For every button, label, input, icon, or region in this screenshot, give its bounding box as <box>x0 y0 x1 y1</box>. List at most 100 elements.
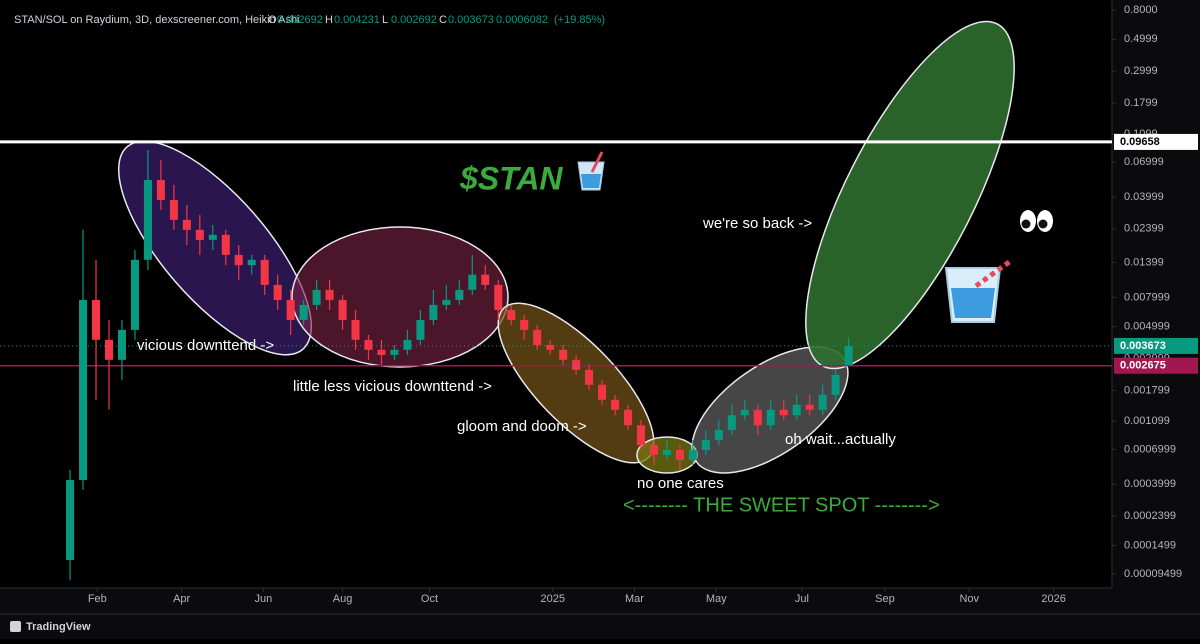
candle-body <box>403 339 412 350</box>
x-tick-label: Jun <box>255 593 273 605</box>
price-label-box <box>1114 337 1198 354</box>
candle-body <box>468 274 477 290</box>
change-value: 0.0006082 <box>496 14 548 26</box>
candle-body <box>649 444 658 455</box>
ohlc-value: 0.002692 <box>277 14 323 26</box>
x-tick-label: Aug <box>333 593 353 605</box>
footer-text: TradingView <box>26 621 91 633</box>
candle-body <box>260 259 269 285</box>
candle-body <box>390 349 399 355</box>
price-label-box <box>1114 357 1198 374</box>
horizontal-lines <box>0 140 1112 367</box>
y-tick-label: 0.8000 <box>1124 4 1158 16</box>
y-tick-label: 0.004999 <box>1124 321 1170 333</box>
candle-body <box>273 284 282 300</box>
annotation: <-------- THE SWEET SPOT --------> <box>623 494 940 516</box>
candle-body <box>455 289 464 300</box>
candle-body <box>546 344 555 350</box>
ohlc-prefix: C <box>439 14 447 26</box>
candle-body <box>533 329 542 345</box>
ohlc-prefix: L <box>382 14 388 26</box>
candle-body <box>182 219 191 230</box>
candle-body <box>221 234 230 255</box>
candle-body <box>611 399 620 410</box>
candle-body <box>195 229 204 240</box>
x-tick-label: Sep <box>875 593 895 605</box>
x-tick-label: Nov <box>959 593 979 605</box>
y-tick-label: 0.06999 <box>1124 156 1164 168</box>
candle-body <box>559 349 568 360</box>
ohlc-value: 0.003673 <box>448 14 494 26</box>
price-labels: 0.09658 0.002675 0.003673 <box>1114 133 1198 374</box>
x-tick-label: Feb <box>88 593 107 605</box>
ohlc-value: 0.002692 <box>391 14 437 26</box>
candle-body <box>636 425 646 445</box>
y-tick-label: 0.0002399 <box>1124 510 1176 522</box>
candle-body <box>66 480 75 560</box>
candle-body <box>377 349 386 355</box>
price-label: 0.09658 <box>1120 136 1160 148</box>
candle-body <box>416 319 425 340</box>
chart-title: STAN/SOL on Raydium, 3D, dexscreener.com… <box>14 14 300 26</box>
candle-body <box>792 404 801 416</box>
x-tick-label: Mar <box>625 593 644 605</box>
candle-body <box>701 440 710 450</box>
candle-body <box>779 409 788 416</box>
candle-body <box>351 319 360 340</box>
candle-body <box>234 254 243 266</box>
x-tick-label: Jul <box>795 593 809 605</box>
candle-body <box>442 299 451 305</box>
candle-body <box>325 289 334 300</box>
eyes-icon <box>1020 210 1053 232</box>
y-tick-label: 0.4999 <box>1124 33 1158 45</box>
y-tick-label: 0.03999 <box>1124 191 1164 203</box>
ohlc-prefix: H <box>325 14 333 26</box>
candle-body <box>675 449 684 461</box>
x-tick-label: 2026 <box>1041 593 1065 605</box>
candle-body <box>831 374 840 395</box>
y-tick-label: 0.02399 <box>1124 223 1164 235</box>
annotation: oh wait...actually <box>785 431 896 448</box>
candle-body <box>494 284 503 310</box>
y-tick-label: 0.2999 <box>1124 65 1158 77</box>
candle-body <box>79 299 88 481</box>
candle-body <box>104 339 114 360</box>
candle-body <box>130 259 139 330</box>
candle-body <box>805 404 814 410</box>
candle-body <box>585 369 594 385</box>
x-tick-label: 2025 <box>541 593 565 605</box>
annotation: gloom and doom -> <box>457 418 587 435</box>
candle-body <box>247 259 256 266</box>
candle-body <box>818 394 827 410</box>
candle-body <box>91 299 101 340</box>
y-tick-label: 0.01399 <box>1124 256 1164 268</box>
cup-icon <box>944 257 1014 323</box>
candle-body <box>299 304 308 320</box>
candle-body <box>481 274 490 285</box>
y-tick-label: 0.0006999 <box>1124 443 1176 455</box>
candle-body <box>364 339 373 350</box>
x-tick-label: May <box>706 593 727 605</box>
footer-logo: TradingView <box>10 621 91 633</box>
y-tick-label: 0.1799 <box>1124 97 1158 109</box>
candle-body <box>598 384 607 400</box>
y-tick-label: 0.001099 <box>1124 415 1170 427</box>
candle-body <box>727 415 736 430</box>
ellipse <box>117 140 313 356</box>
annotation: vicious downttend -> <box>137 337 274 354</box>
y-tick-label: 0.007999 <box>1124 291 1170 303</box>
y-tick-label: 0.00009499 <box>1124 568 1182 580</box>
candle-body <box>753 409 762 426</box>
x-tick-label: Apr <box>173 593 190 605</box>
candle-body <box>623 409 633 426</box>
ohlc-value: 0.004231 <box>334 14 380 26</box>
candle-body <box>714 429 723 441</box>
annotation: little less vicious downttend -> <box>293 378 492 395</box>
cup-icon <box>577 151 605 191</box>
annotation: no one cares <box>637 475 724 492</box>
candle-body <box>429 304 438 320</box>
candle-body <box>143 179 152 260</box>
y-tick-label: 0.001799 <box>1124 384 1170 396</box>
